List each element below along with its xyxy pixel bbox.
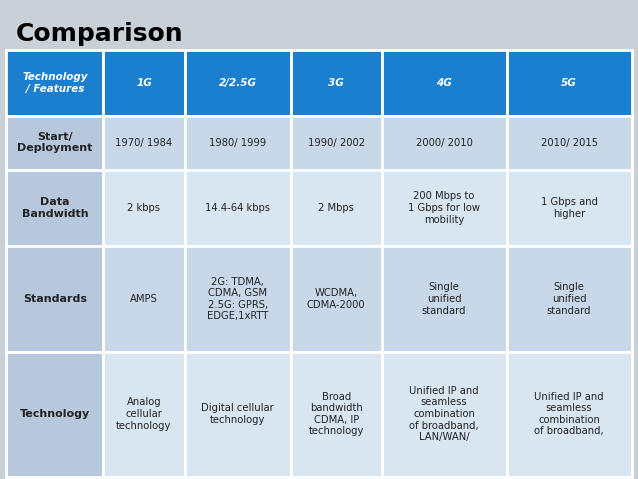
Bar: [382, 115, 507, 170]
Text: 1G: 1G: [136, 78, 152, 88]
Bar: [382, 170, 507, 246]
Text: 5G: 5G: [561, 78, 577, 88]
Text: 1 Gbps and
higher: 1 Gbps and higher: [540, 197, 598, 219]
Bar: [507, 352, 632, 477]
Text: Technology: Technology: [20, 409, 90, 419]
Bar: [184, 170, 291, 246]
Text: 2010/ 2015: 2010/ 2015: [540, 137, 598, 148]
Text: Single
unified
standard: Single unified standard: [547, 283, 591, 316]
Text: Start/
Deployment: Start/ Deployment: [17, 132, 93, 153]
Bar: [382, 50, 507, 115]
Bar: [103, 50, 184, 115]
Bar: [103, 115, 184, 170]
Bar: [6, 170, 103, 246]
Bar: [103, 170, 184, 246]
Text: 4G: 4G: [436, 78, 452, 88]
Bar: [507, 115, 632, 170]
Text: 200 Mbps to
1 Gbps for low
mobility: 200 Mbps to 1 Gbps for low mobility: [408, 192, 480, 225]
Bar: [291, 352, 382, 477]
Text: 14.4-64 kbps: 14.4-64 kbps: [205, 203, 271, 213]
Bar: [6, 246, 103, 352]
Bar: [291, 50, 382, 115]
Text: Unified IP and
seamless
combination
of broadband,
LAN/WAN/: Unified IP and seamless combination of b…: [409, 386, 479, 442]
Bar: [507, 50, 632, 115]
Bar: [382, 352, 507, 477]
Text: Data
Bandwidth: Data Bandwidth: [22, 197, 88, 219]
Text: Single
unified
standard: Single unified standard: [422, 283, 466, 316]
Text: Technology
/ Features: Technology / Features: [22, 72, 87, 94]
Bar: [6, 50, 103, 115]
Bar: [291, 115, 382, 170]
Bar: [382, 246, 507, 352]
Text: 2 kbps: 2 kbps: [128, 203, 160, 213]
Text: 2/2.5G: 2/2.5G: [219, 78, 256, 88]
Bar: [103, 352, 184, 477]
Text: Standards: Standards: [23, 294, 87, 304]
Bar: [184, 115, 291, 170]
Text: 2G: TDMA,
CDMA, GSM
2.5G: GPRS,
EDGE,1xRTT: 2G: TDMA, CDMA, GSM 2.5G: GPRS, EDGE,1xR…: [207, 276, 269, 321]
Text: 2 Mbps: 2 Mbps: [318, 203, 354, 213]
Text: 2000/ 2010: 2000/ 2010: [415, 137, 473, 148]
Text: Analog
cellular
technology: Analog cellular technology: [116, 398, 172, 431]
Text: AMPS: AMPS: [130, 294, 158, 304]
Bar: [291, 170, 382, 246]
Bar: [291, 246, 382, 352]
Bar: [184, 246, 291, 352]
Text: Unified IP and
seamless
combination
of broadband,: Unified IP and seamless combination of b…: [534, 392, 604, 436]
Text: Comparison: Comparison: [16, 22, 184, 46]
Bar: [6, 115, 103, 170]
Text: WCDMA,
CDMA-2000: WCDMA, CDMA-2000: [307, 288, 366, 310]
Bar: [507, 170, 632, 246]
Bar: [184, 50, 291, 115]
Text: 1970/ 1984: 1970/ 1984: [115, 137, 172, 148]
Bar: [6, 352, 103, 477]
Text: 1980/ 1999: 1980/ 1999: [209, 137, 266, 148]
Bar: [184, 352, 291, 477]
Bar: [507, 246, 632, 352]
Text: Digital cellular
technology: Digital cellular technology: [202, 403, 274, 425]
Text: 1990/ 2002: 1990/ 2002: [308, 137, 365, 148]
Text: 3G: 3G: [329, 78, 344, 88]
Bar: [103, 246, 184, 352]
Text: Broad
bandwidth
CDMA, IP
technology: Broad bandwidth CDMA, IP technology: [309, 392, 364, 436]
